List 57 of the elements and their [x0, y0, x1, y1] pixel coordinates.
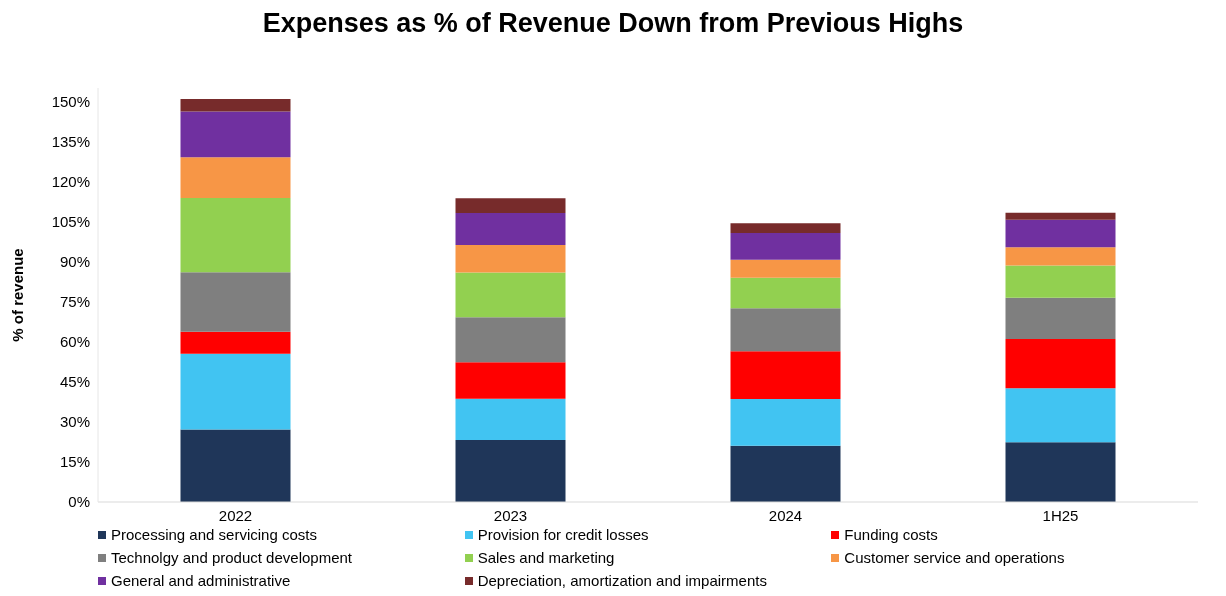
y-tick-label: 105%	[51, 212, 90, 230]
bar	[730, 308, 841, 352]
bar	[1005, 247, 1116, 266]
legend-label: Customer service and operations	[844, 549, 1065, 566]
bar	[730, 277, 841, 309]
legend-label: General and administrative	[111, 572, 291, 589]
legend-label: Funding costs	[844, 526, 938, 543]
bar	[1005, 219, 1116, 248]
bar	[455, 245, 566, 273]
y-tick-label: 30%	[59, 413, 90, 431]
legend-label: Processing and servicing costs	[111, 526, 317, 543]
y-tick-label: 135%	[51, 132, 90, 150]
legend-label: Technolgy and product development	[111, 549, 352, 566]
bar	[1005, 442, 1116, 502]
bar	[180, 353, 291, 430]
bar	[1005, 212, 1116, 220]
bar	[180, 111, 291, 158]
y-tick-label: 120%	[51, 172, 90, 190]
bar	[1005, 388, 1116, 443]
chart-title: Expenses as % of Revenue Down from Previous Highs	[261, 8, 965, 40]
y-tick-label: 60%	[59, 333, 90, 351]
bar	[180, 272, 291, 332]
y-tick-label: 0%	[68, 493, 90, 511]
x-tick-label: 2023	[493, 506, 528, 524]
y-axis-title: % of revenue	[9, 248, 27, 342]
bar	[180, 429, 291, 502]
bar	[455, 440, 566, 502]
x-tick-label: 1H25	[1042, 506, 1079, 524]
legend-label: Depreciation, amortization and impairments	[477, 572, 767, 589]
bar	[1005, 297, 1116, 340]
bar	[455, 362, 566, 399]
y-tick-label: 45%	[59, 373, 90, 391]
x-tick-label: 2024	[768, 506, 803, 524]
y-tick-label: 15%	[59, 453, 90, 471]
bar	[730, 223, 841, 234]
bar	[455, 272, 566, 318]
bar	[455, 317, 566, 363]
bar	[730, 445, 841, 502]
bar	[455, 198, 566, 213]
y-tick-label: 150%	[51, 92, 90, 110]
bar	[730, 259, 841, 278]
y-tick-label: 75%	[59, 293, 90, 310]
bar	[180, 198, 291, 273]
bar	[180, 157, 291, 199]
bar	[455, 213, 566, 246]
legend-label: Sales and marketing	[477, 549, 615, 566]
y-tick-label: 90%	[59, 252, 90, 270]
bar	[455, 398, 566, 441]
bar	[1005, 265, 1116, 298]
bar	[180, 98, 291, 112]
bar	[730, 398, 841, 446]
legend-label: Provision for credit losses	[477, 526, 649, 543]
bar	[180, 331, 291, 354]
bar	[730, 351, 841, 399]
bar	[730, 233, 841, 260]
x-tick-label: 2022	[218, 506, 253, 524]
bar	[1005, 339, 1116, 389]
